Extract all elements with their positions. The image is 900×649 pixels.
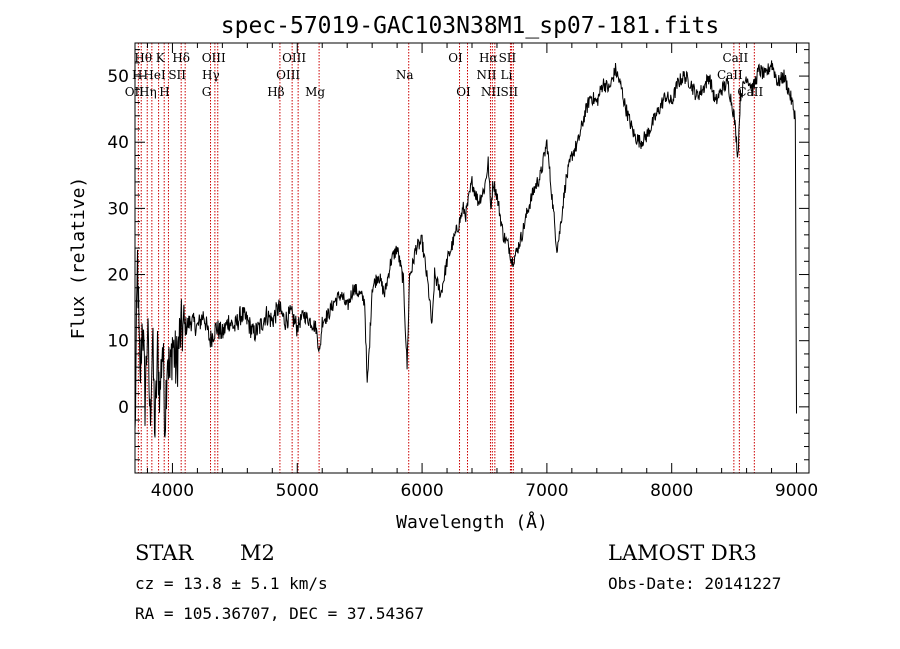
line-label-24: SII bbox=[500, 85, 518, 99]
coordinates: RA = 105.36707, DEC = 37.54367 bbox=[135, 604, 424, 623]
line-label-11: G bbox=[202, 85, 212, 99]
y-tick-label-40: 40 bbox=[107, 133, 129, 153]
line-label-15: Mg bbox=[305, 85, 325, 99]
x-tick-label-8000: 8000 bbox=[650, 481, 693, 501]
line-label-4: K bbox=[156, 51, 166, 65]
line-label-7: SII bbox=[168, 68, 186, 82]
spectrum-line bbox=[134, 60, 797, 438]
chart-title: spec-57019-GAC103N38M1_sp07-181.fits bbox=[221, 13, 720, 39]
x-tick-label-5000: 5000 bbox=[276, 481, 319, 501]
line-label-1: OII bbox=[125, 85, 145, 99]
y-tick-label-20: 20 bbox=[107, 266, 129, 286]
x-tick-label-9000: 9000 bbox=[775, 481, 818, 501]
plot-frame bbox=[134, 42, 810, 474]
survey-name: LAMOST DR3 bbox=[608, 541, 757, 565]
line-label-14: OIII bbox=[276, 68, 300, 82]
x-tick-label-6000: 6000 bbox=[400, 481, 443, 501]
redshift-velocity: cz = 13.8 ± 5.1 km/s bbox=[135, 574, 328, 593]
line-label-5: HeI bbox=[143, 68, 166, 82]
line-label-0: Hθ bbox=[134, 51, 152, 65]
line-label-6: H bbox=[159, 85, 169, 99]
line-label-12: Hβ bbox=[267, 85, 284, 99]
observation-date: Obs-Date: 20141227 bbox=[608, 574, 781, 593]
x-tick-label-7000: 7000 bbox=[525, 481, 568, 501]
line-label-20: NII bbox=[476, 68, 496, 82]
line-label-10: Hγ bbox=[202, 68, 220, 82]
line-label-3: Hη bbox=[139, 85, 157, 99]
y-tick-label-10: 10 bbox=[107, 332, 129, 352]
object-class: STAR bbox=[135, 541, 194, 565]
y-tick-label-0: 0 bbox=[118, 398, 129, 418]
spectrum-series bbox=[134, 60, 797, 438]
line-label-22: SII bbox=[499, 51, 517, 65]
y-tick-label-50: 50 bbox=[107, 67, 129, 87]
line-label-19: Hα bbox=[479, 51, 498, 65]
y-tick-label-30: 30 bbox=[107, 199, 129, 219]
line-label-18: OI bbox=[456, 85, 471, 99]
x-axis: 4000 5000 6000 7000 8000 9000 bbox=[146, 43, 818, 501]
line-label-13: OIII bbox=[282, 51, 306, 65]
x-axis-label: Wavelength (Å) bbox=[396, 511, 548, 533]
line-label-16: Na bbox=[396, 68, 414, 82]
line-label-23: Li bbox=[501, 68, 513, 82]
line-label-17: OI bbox=[448, 51, 463, 65]
y-axis: 0 10 20 30 40 50 bbox=[107, 49, 809, 461]
line-label-25: CaII bbox=[722, 51, 748, 65]
line-label-26: CaII bbox=[717, 68, 743, 82]
x-tick-label-4000: 4000 bbox=[151, 481, 194, 501]
line-label-27: CaII bbox=[737, 85, 763, 99]
spectral-line-markers bbox=[137, 43, 755, 473]
line-label-8: Hδ bbox=[172, 51, 190, 65]
line-label-9: OIII bbox=[202, 51, 226, 65]
object-subclass: M2 bbox=[240, 541, 275, 565]
line-label-2: H bbox=[132, 68, 142, 82]
y-axis-label: Flux (relative) bbox=[68, 177, 89, 340]
line-label-21: NII bbox=[481, 85, 501, 99]
